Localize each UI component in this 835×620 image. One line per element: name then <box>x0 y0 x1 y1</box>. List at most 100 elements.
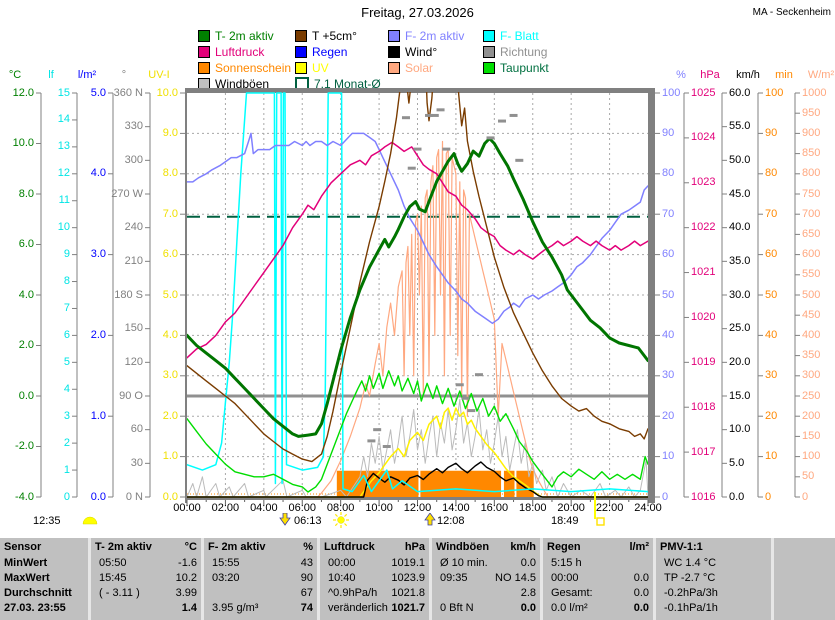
series-t-2m-aktiv <box>187 137 648 438</box>
cell-left: 00:00 <box>551 571 579 584</box>
axis-tick-label: 60 <box>662 248 675 261</box>
axis-tick-label: 1023 <box>691 176 716 189</box>
axis-tick-label: 10 <box>57 221 70 234</box>
legend-swatch <box>483 61 495 74</box>
table-header-row: Windböen km/h <box>432 539 540 555</box>
axis-unit-C: °C <box>8 69 22 81</box>
sunset-time: 18:49 <box>551 515 579 527</box>
cell-value: 43 <box>300 556 313 569</box>
series-windb-en <box>187 398 648 498</box>
cell-left: 3.95 g/m³ <box>212 601 259 614</box>
axis-tick-label: 240 <box>124 221 143 234</box>
axis-tick-label: 13 <box>57 140 70 153</box>
cell-value: 67 <box>300 586 313 599</box>
table-header-row: Luftdruck hPa <box>320 539 429 555</box>
axis-tick-label: 1017 <box>691 445 716 458</box>
row-label-text: 27.03. 23:55 <box>4 601 66 614</box>
axis-tick-label: 2 <box>63 436 70 449</box>
x-axis-label: 18:00 <box>518 502 547 514</box>
axis-tick-label: 80 <box>765 167 778 180</box>
cell-value: 1021.7 <box>391 601 425 614</box>
legend-item-f-blatt: F- Blatt <box>483 28 539 43</box>
axis-tick-label: 25.0 <box>729 322 751 335</box>
cell-value: 1021.8 <box>391 586 425 599</box>
x-axis-label: 14:00 <box>442 502 470 514</box>
plot-frame-right <box>648 88 655 503</box>
axis-tick-label: 80 <box>662 167 675 180</box>
row-label-text: MaxWert <box>4 571 50 584</box>
table-header-row: PMV-1:1 <box>656 539 771 555</box>
axis-unit-uv: UV-I <box>148 69 170 81</box>
table-row-label: Sensor <box>0 539 88 555</box>
table-data-row: 10:40 1023.9 <box>320 570 429 585</box>
cell-value: 1023.9 <box>391 571 425 584</box>
table-data-row: 0.0 l/m² 0.0 <box>543 600 653 615</box>
cell-left: 05:50 <box>99 556 127 569</box>
axis-tick-label: 1022 <box>691 221 716 234</box>
table-header-row: Regen l/m² <box>543 539 653 555</box>
axis-tick-label: 650 <box>802 227 821 240</box>
axis-tick-label: 50.0 <box>729 153 751 166</box>
sunset-time-label: 18:49 <box>551 515 579 527</box>
axis-tick-label: 4.0 <box>18 288 34 301</box>
legend-swatch <box>483 45 495 58</box>
table-data-row: 09:35 NO 14.5 <box>432 570 540 585</box>
legend-label: F- Blatt <box>500 28 539 43</box>
table-column-empty <box>771 538 814 620</box>
axis-unit-deg: ° <box>121 69 127 81</box>
legend-label: Richtung <box>500 44 548 59</box>
column-unit: % <box>303 541 313 553</box>
uv-day-end-marker <box>594 492 596 519</box>
cell-left: ^0.9hPa/h <box>328 586 378 599</box>
axis-tick-label: 4.0 <box>90 167 106 180</box>
axis-tick-label: 950 <box>802 106 821 119</box>
axis-tick-label: 14 <box>57 113 70 126</box>
axis-tick-label: 100 <box>802 450 821 463</box>
legend-label: 7.1 Monat-Ø <box>314 76 381 91</box>
table-row-label: MaxWert <box>0 570 88 585</box>
table-column-windb-en: Windböen km/h Ø 10 min. 0.0 09:35 NO 14.5 2.8 0… <box>429 538 540 620</box>
axis-tick-label: 330 <box>124 120 143 133</box>
x-axis-label: 08:00 <box>326 502 355 514</box>
axis-tick-label: 300 <box>124 153 143 166</box>
axis-tick-label: 50 <box>765 288 778 301</box>
axis-tick-label: 3.0 <box>162 369 178 382</box>
x-axis-label: 02:00 <box>211 502 240 514</box>
page-title: Freitag, 27.03.2026 <box>361 5 474 20</box>
axis-tick-label: 450 <box>802 308 821 321</box>
axis-unit-lf: lf <box>48 69 54 81</box>
legend-swatch <box>295 29 307 42</box>
x-axis-label: 16:00 <box>480 502 509 514</box>
sun-icon <box>333 512 349 528</box>
axis-tick-label: 15.0 <box>729 389 751 402</box>
axis-tick-label: 30 <box>130 456 143 469</box>
axis-tick-label: 0 <box>765 490 772 503</box>
legend-item-windb-en: Windböen <box>198 77 269 91</box>
sun-below-horizon-icon <box>596 517 605 526</box>
table-data-row: 00:00 0.0 <box>543 570 653 585</box>
plot-frame-bottom <box>185 497 655 500</box>
legend-label: T +5cm° <box>312 28 357 43</box>
axis-tick-label: 0 <box>662 490 669 503</box>
axis-tick-label: 300 <box>802 369 821 382</box>
axis-unit-wm2: W/m² <box>807 69 835 81</box>
axis-tick-label: 250 <box>802 389 821 402</box>
legend-item-solar: Solar <box>388 61 433 75</box>
axis-tick-label: 120 <box>124 355 143 368</box>
x-axis-label: 10:00 <box>365 502 393 514</box>
axis-tick-label: 3.0 <box>90 248 106 261</box>
cell-value: -1.6 <box>178 556 197 569</box>
legend-item-richtung: Richtung <box>483 44 548 59</box>
column-name: Regen <box>547 541 581 553</box>
sunrise-time-label: 06:13 <box>294 515 322 527</box>
table-data-row: WC 1.4 °C <box>656 555 771 570</box>
axis-tick-label: 50 <box>662 288 675 301</box>
table-data-row: ^0.9hPa/h 1021.8 <box>320 585 429 600</box>
axis-tick-label: 200 <box>802 409 821 422</box>
cell-left: 5:15 h <box>551 556 582 569</box>
axis-tick-label: 20.0 <box>729 355 751 368</box>
axis-tick-label: 750 <box>802 187 821 200</box>
axis-tick-label: 0.0 <box>162 490 178 503</box>
axis-tick-label: 60 <box>765 248 778 261</box>
